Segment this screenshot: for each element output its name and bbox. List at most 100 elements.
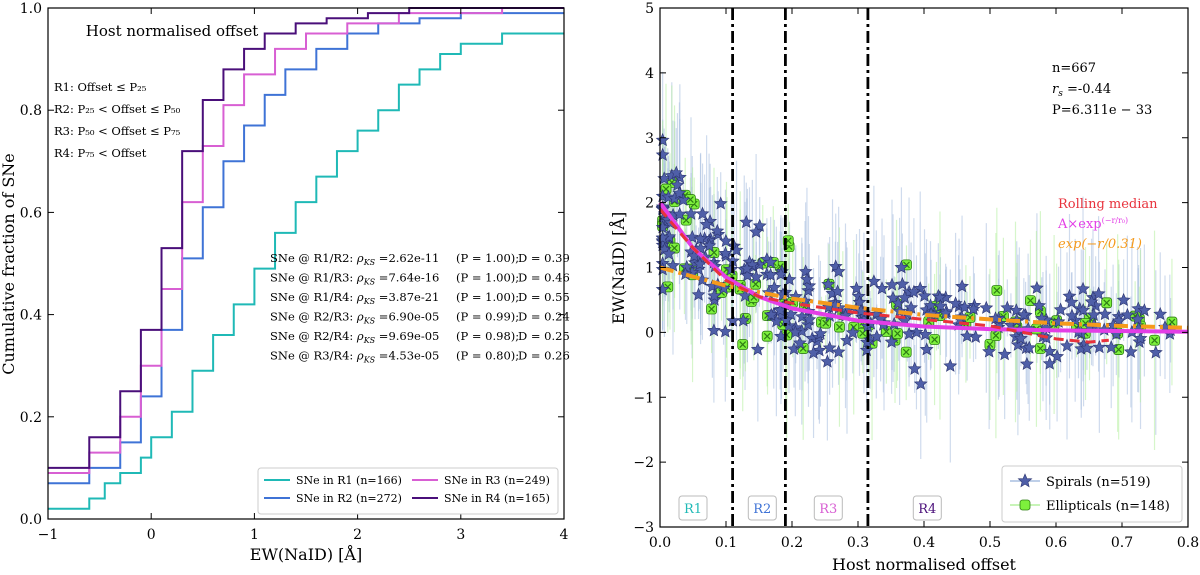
spiral-point: [955, 279, 969, 293]
spiral-point: [919, 342, 934, 356]
spiral-point: [792, 335, 807, 349]
cdf-legend-label: SNe in R1 (n=166): [296, 474, 402, 487]
spiral-point: [695, 206, 710, 220]
stats-rs: rs =-0.44: [1052, 82, 1111, 99]
scatter-x-axis-label: Host normalised offset: [832, 555, 1017, 574]
y-tick-label: −3: [633, 520, 654, 536]
elliptical-point-cross: [752, 280, 760, 288]
spiral-point: [763, 267, 778, 282]
ks-test-p: (P = 1.00);: [456, 251, 519, 265]
ks-test-row: SNe @ R1/R3: ρKS =7.64e-16: [270, 271, 439, 287]
y-tick-label: −2: [633, 455, 654, 471]
spiral-point: [763, 255, 778, 269]
spiral-point: [1092, 340, 1107, 354]
spiral-point: [672, 186, 687, 200]
fit-label-rolling-median: Rolling median: [1058, 197, 1158, 212]
ks-test-row: SNe @ R3/R4: ρKS =4.53e-05: [270, 349, 439, 365]
region-label-box: [678, 495, 708, 521]
spiral-point: [822, 340, 837, 354]
spiral-point: [684, 206, 698, 220]
spiral-point: [738, 288, 752, 302]
spiral-point: [1042, 356, 1057, 370]
x-tick-label: 4: [560, 527, 569, 543]
elliptical-point-cross: [822, 319, 830, 327]
spiral-point: [1022, 340, 1037, 354]
spiral-point: [1042, 344, 1057, 358]
x-tick-label: 0.0: [649, 535, 671, 551]
spiral-point: [707, 288, 722, 302]
y-tick-label: 0: [645, 325, 654, 341]
elliptical-point-cross: [763, 332, 771, 340]
elliptical-point-cross: [1151, 336, 1158, 344]
elliptical-point-cross: [986, 340, 994, 348]
spiral-point: [1076, 281, 1090, 295]
spiral-point: [917, 288, 932, 302]
cdf-line-r3: [48, 7, 564, 475]
spiral-point: [739, 214, 754, 229]
spiral-point: [1098, 306, 1112, 321]
ks-test-d: D = 0.55: [518, 290, 570, 304]
spiral-point: [788, 325, 803, 339]
y-tick-label: 2: [645, 196, 654, 212]
elliptical-point-cross: [671, 244, 678, 252]
spiral-point: [1032, 298, 1047, 312]
region-label-box: [912, 495, 942, 521]
spiral-point: [1029, 280, 1044, 294]
spiral-point: [831, 344, 846, 358]
elliptical-point-cross: [882, 328, 890, 335]
spiral-point: [982, 344, 997, 358]
spiral-point: [706, 323, 721, 337]
spiral-point: [691, 287, 706, 301]
spiral-point: [739, 261, 754, 275]
elliptical-point-cross: [1103, 299, 1111, 307]
spiral-point: [1013, 331, 1028, 345]
spiral-point: [1064, 295, 1079, 309]
spiral-point: [840, 333, 854, 347]
scatter-legend-x-marker: [1019, 499, 1031, 511]
y-tick-label: 3: [645, 131, 654, 147]
x-tick-label: 0.4: [913, 535, 935, 551]
stats-n: n=667: [1052, 61, 1096, 76]
spiral-point: [897, 290, 912, 304]
spiral-point: [693, 231, 708, 245]
cdf-x-axis-label: EW(NaID) [Å]: [250, 544, 362, 564]
spiral-point: [913, 376, 928, 390]
spiral-point: [884, 334, 899, 349]
spiral-point: [904, 300, 919, 314]
x-tick-label: 0.5: [979, 535, 1001, 551]
spiral-point: [966, 301, 981, 316]
ks-test-row: SNe @ R1/R2: ρKS =2.62e-11: [270, 251, 439, 267]
spiral-point: [710, 223, 725, 237]
spiral-point: [736, 313, 751, 327]
x-tick-label: 0.1: [715, 535, 737, 551]
y-tick-label: 0.2: [20, 410, 42, 426]
correlation-stats: n=667 rs =-0.44 P=6.311e − 33: [1052, 61, 1152, 118]
spiral-point: [820, 354, 835, 368]
region-definitions: R1: Offset ≤ P₂₅ R2: P₂₅ < Offset ≤ P₅₀ R3…: [54, 80, 181, 160]
region-label-r4: R4: [918, 502, 936, 517]
spiral-point: [957, 300, 972, 314]
spiral-point: [1148, 345, 1163, 359]
x-tick-label: 2: [353, 527, 362, 543]
spiral-point: [943, 358, 958, 372]
x-tick-label: 0.3: [847, 535, 869, 551]
spiral-point: [718, 246, 733, 260]
region-definition-r1: R1: Offset ≤ P₂₅: [54, 80, 147, 94]
elliptical-point-cross: [992, 332, 1000, 340]
cdf-legend-label: SNe in R4 (n=165): [444, 492, 550, 505]
spiral-point: [750, 342, 765, 356]
elliptical-point-cross: [1168, 318, 1176, 326]
spiral-point: [875, 281, 889, 295]
x-tick-label: 0: [147, 527, 156, 543]
spiral-point: [800, 272, 814, 286]
elliptical-point-cross: [902, 348, 910, 356]
spiral-point: [806, 345, 821, 359]
cdf-title: Host normalised offset: [86, 22, 258, 40]
spiral-point: [719, 233, 733, 248]
elliptical-point-cross: [993, 287, 1001, 294]
stats-p: P=6.311e − 33: [1052, 103, 1152, 118]
region-label-r2: R2: [753, 502, 771, 517]
spiral-point: [894, 260, 909, 274]
elliptical-point-cross: [739, 341, 747, 348]
spiral-point: [794, 323, 809, 338]
